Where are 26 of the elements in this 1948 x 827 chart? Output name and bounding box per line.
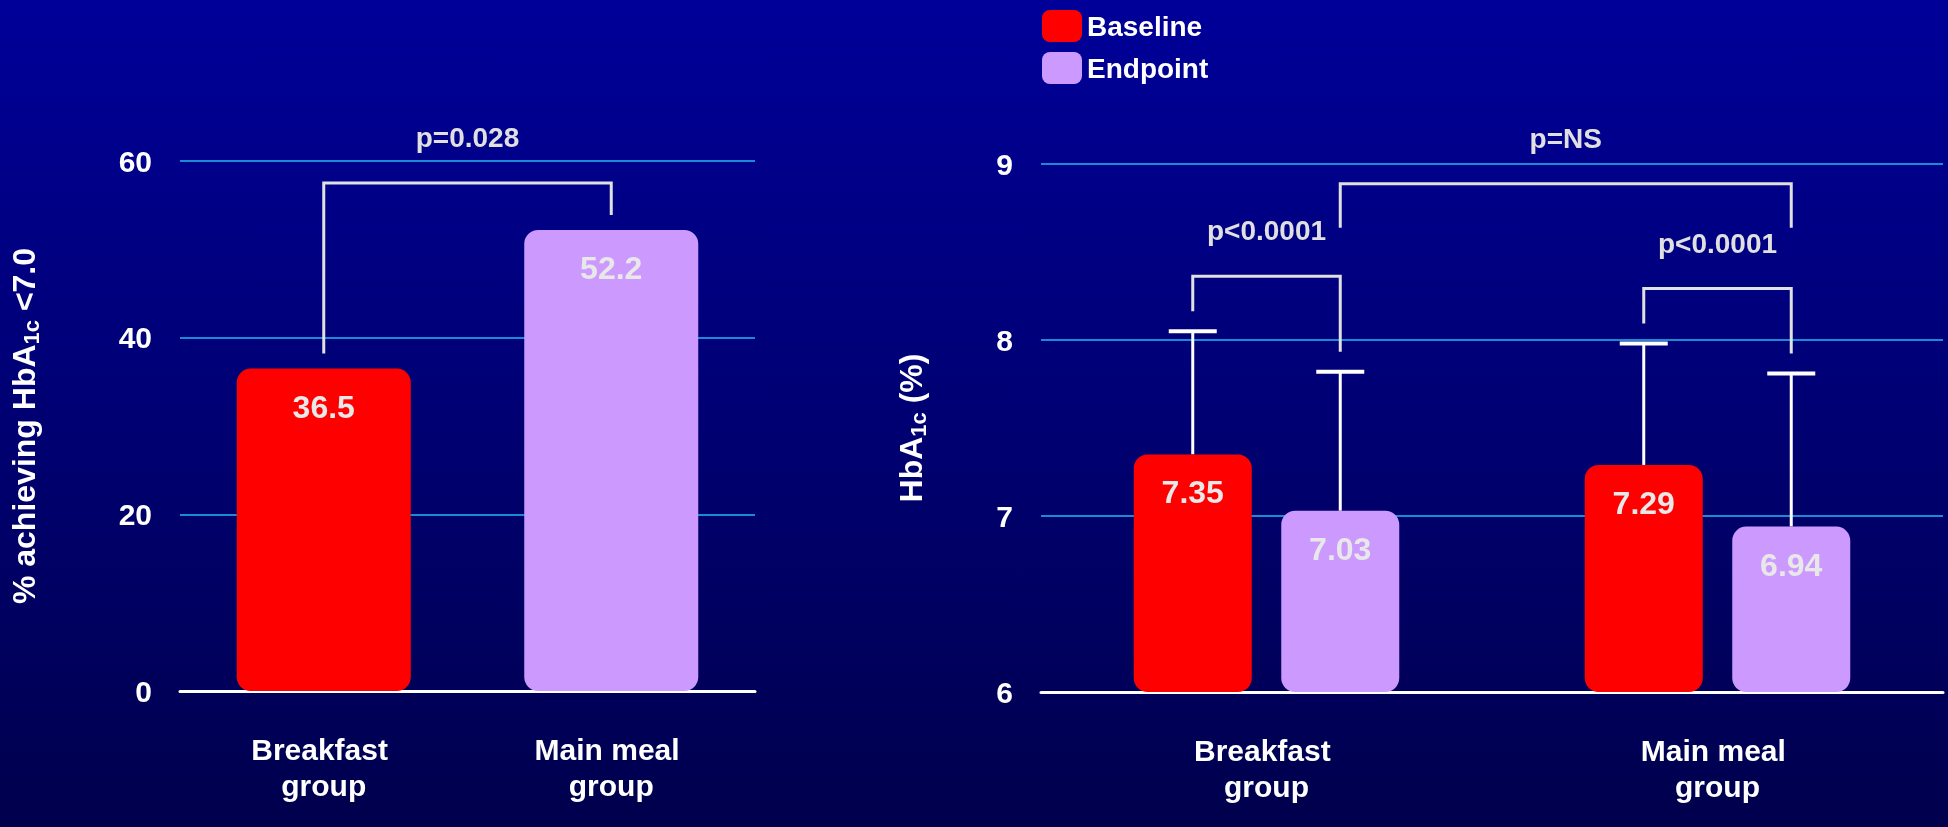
annotation: p<0.0001: [1657, 227, 1778, 259]
x-tick-label: Main meal group: [534, 732, 688, 802]
data-label: 7.35: [1161, 474, 1224, 511]
annotation: p<0.0001: [1206, 215, 1327, 247]
data-label: 7.29: [1612, 484, 1675, 521]
legend-label: Baseline: [1087, 10, 1203, 42]
y-tick-label: 40: [118, 321, 152, 355]
data-label: 7.03: [1309, 530, 1372, 567]
y-tick-label: 60: [118, 144, 152, 178]
x-tick-label: Main meal group: [1640, 733, 1795, 803]
data-label: 6.94: [1760, 546, 1823, 583]
x-tick-label: Breakfast group: [251, 732, 397, 802]
text: p=0.028: [415, 121, 520, 153]
y-tick-label: 9: [996, 147, 1013, 181]
data-label: 52.2: [580, 249, 643, 286]
x-tick-label: Breakfast group: [1193, 733, 1340, 803]
y-tick-label: 6: [996, 675, 1013, 709]
data-label: 36.5: [292, 388, 355, 425]
y-tick-label: 0: [135, 674, 152, 708]
y-axis-title: HbA1c (%): [893, 353, 931, 503]
y-tick-label: 7: [996, 499, 1013, 533]
y-tick-label: 8: [996, 323, 1013, 357]
y-axis-title: % achieving HbA1c <7.0: [6, 247, 44, 605]
legend-label: Endpoint: [1087, 52, 1209, 84]
y-tick-label: 20: [118, 497, 152, 531]
text: p=NS: [1529, 122, 1602, 154]
